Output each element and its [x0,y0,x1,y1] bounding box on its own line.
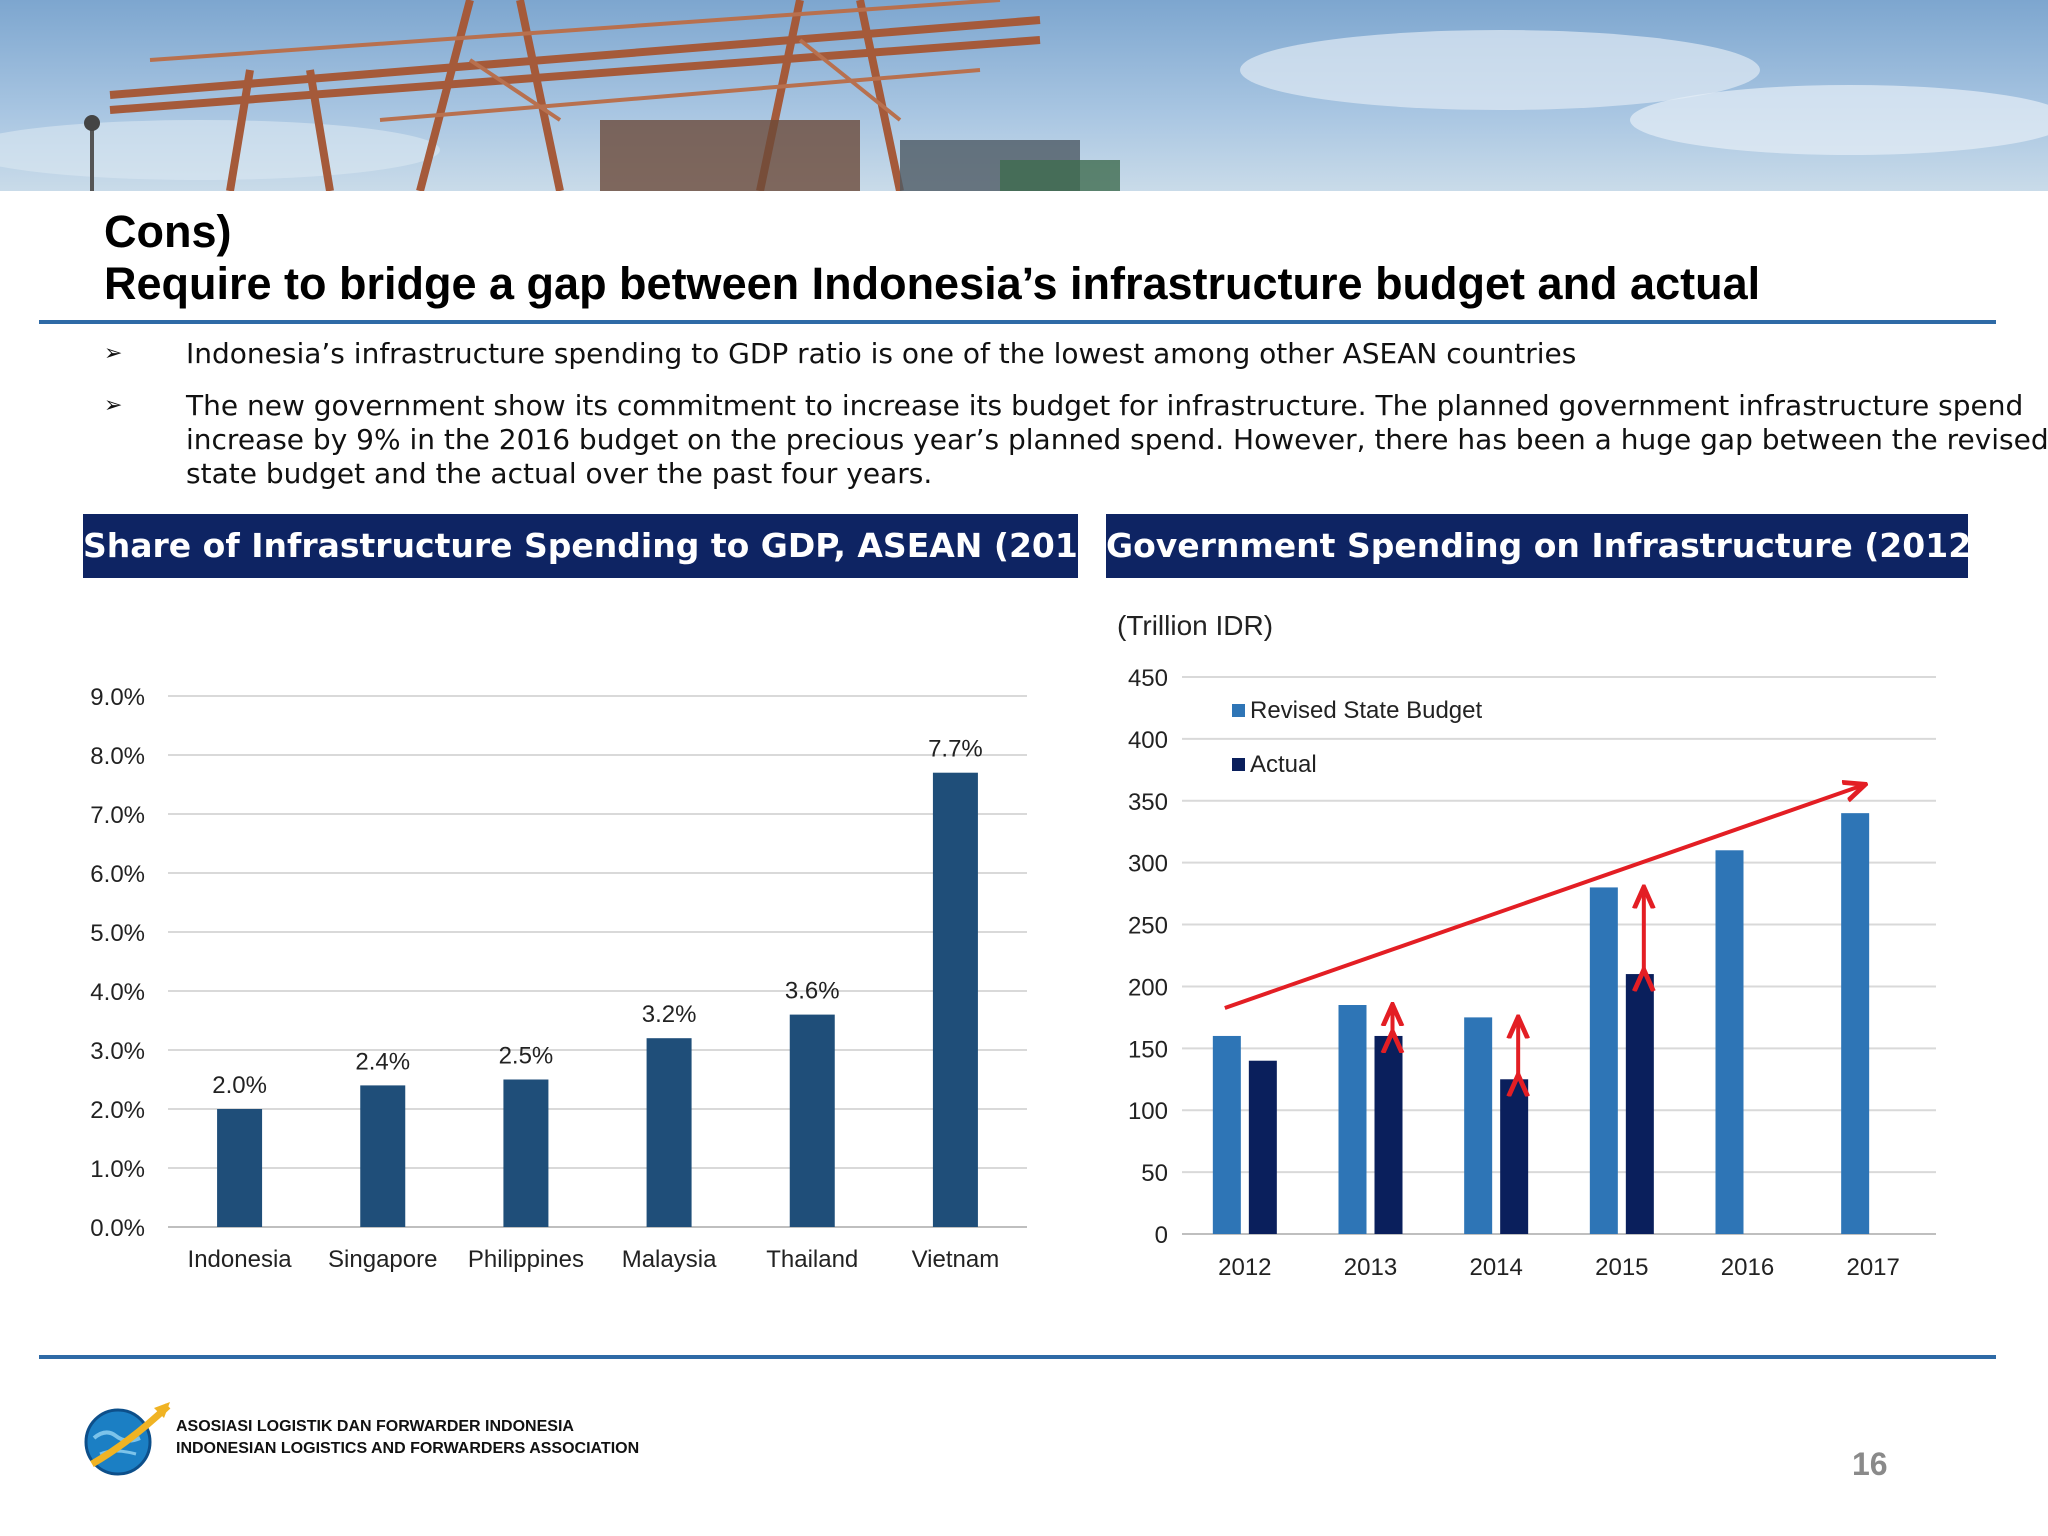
org-name-en: INDONESIAN LOGISTICS AND FORWARDERS ASSO… [176,1440,640,1457]
page-number: 16 [1852,1446,1888,1482]
legend-label: Revised State Budget [1250,697,1482,724]
hero-image [0,0,2048,191]
legend-swatch [1232,758,1245,771]
y-tick-label: 100 [1128,1098,1168,1125]
bar-actual [1248,1060,1277,1234]
bar [789,1014,835,1227]
x-tick-label: 2014 [1469,1254,1522,1281]
bar-revised-budget [1338,1005,1367,1234]
y-tick-label: 5.0% [90,920,145,947]
chart2-title: Government Spending on Infrastructure (2… [1106,514,2046,578]
trend-arrow [1224,785,1863,1010]
slide-title-line1: Cons) [104,206,232,257]
x-tick-label: Singapore [328,1246,437,1273]
data-label: 2.4% [355,1048,410,1075]
x-tick-label: Indonesia [188,1246,293,1273]
bar [932,772,978,1227]
y-tick-label: 450 [1128,665,1168,692]
x-tick-label: 2017 [1846,1254,1899,1281]
y-tick-label: 0 [1155,1222,1168,1249]
footer-divider [39,1355,1996,1359]
x-tick-label: Thailand [766,1246,858,1273]
data-label: 3.6% [785,978,840,1005]
y-tick-label: 2.0% [90,1097,145,1124]
chart2-y-unit: (Trillion IDR) [1117,610,1273,641]
bullet-arrow-icon: ➢ [104,393,123,418]
x-tick-label: 2012 [1218,1254,1271,1281]
bar-actual [1374,1035,1403,1234]
slide-title-line2: Require to bridge a gap between Indonesi… [104,258,1761,309]
bar-revised-budget [1212,1035,1241,1234]
y-tick-label: 400 [1128,727,1168,754]
legend-swatch [1232,704,1245,717]
y-tick-label: 50 [1141,1160,1168,1187]
x-tick-label: 2016 [1721,1254,1774,1281]
y-tick-label: 0.0% [90,1215,145,1242]
data-label: 2.5% [499,1043,554,1070]
org-name-id: ASOSIASI LOGISTIK DAN FORWARDER INDONESI… [176,1418,574,1435]
bar [360,1085,406,1227]
bullet-text: Indonesia’s infrastructure spending to G… [186,337,1577,370]
data-label: 3.2% [642,1001,697,1028]
bar-actual [1500,1079,1529,1234]
y-tick-label: 300 [1128,851,1168,878]
association-logo-icon [84,1402,171,1476]
chart1-title: Share of Infrastructure Spending to GDP,… [83,514,1116,578]
bar [503,1079,549,1227]
title-divider [39,320,1996,324]
y-tick-label: 7.0% [90,802,145,829]
y-tick-label: 3.0% [90,1038,145,1065]
y-tick-label: 200 [1128,974,1168,1001]
x-tick-label: Malaysia [622,1246,717,1273]
bar-revised-budget [1715,850,1744,1234]
bar-actual [1625,974,1654,1234]
y-tick-label: 9.0% [90,684,145,711]
y-tick-label: 6.0% [90,861,145,888]
y-tick-label: 4.0% [90,979,145,1006]
bar [217,1109,263,1227]
y-tick-label: 250 [1128,913,1168,940]
bar [646,1038,692,1227]
x-tick-label: 2015 [1595,1254,1648,1281]
x-tick-label: 2013 [1344,1254,1397,1281]
bar-revised-budget [1589,887,1618,1234]
y-tick-label: 1.0% [90,1156,145,1183]
legend-label: Actual [1250,751,1317,778]
y-tick-label: 8.0% [90,743,145,770]
data-label: 7.7% [928,736,983,763]
bar-revised-budget [1841,813,1870,1234]
y-tick-label: 350 [1128,789,1168,816]
y-tick-label: 150 [1128,1036,1168,1063]
bullet-arrow-icon: ➢ [104,341,123,366]
data-label: 2.0% [212,1072,267,1099]
x-tick-label: Vietnam [912,1246,1000,1273]
bullet-text: The new government show its commitment t… [186,389,2048,490]
x-tick-label: Philippines [468,1246,584,1273]
bar-revised-budget [1464,1017,1493,1234]
